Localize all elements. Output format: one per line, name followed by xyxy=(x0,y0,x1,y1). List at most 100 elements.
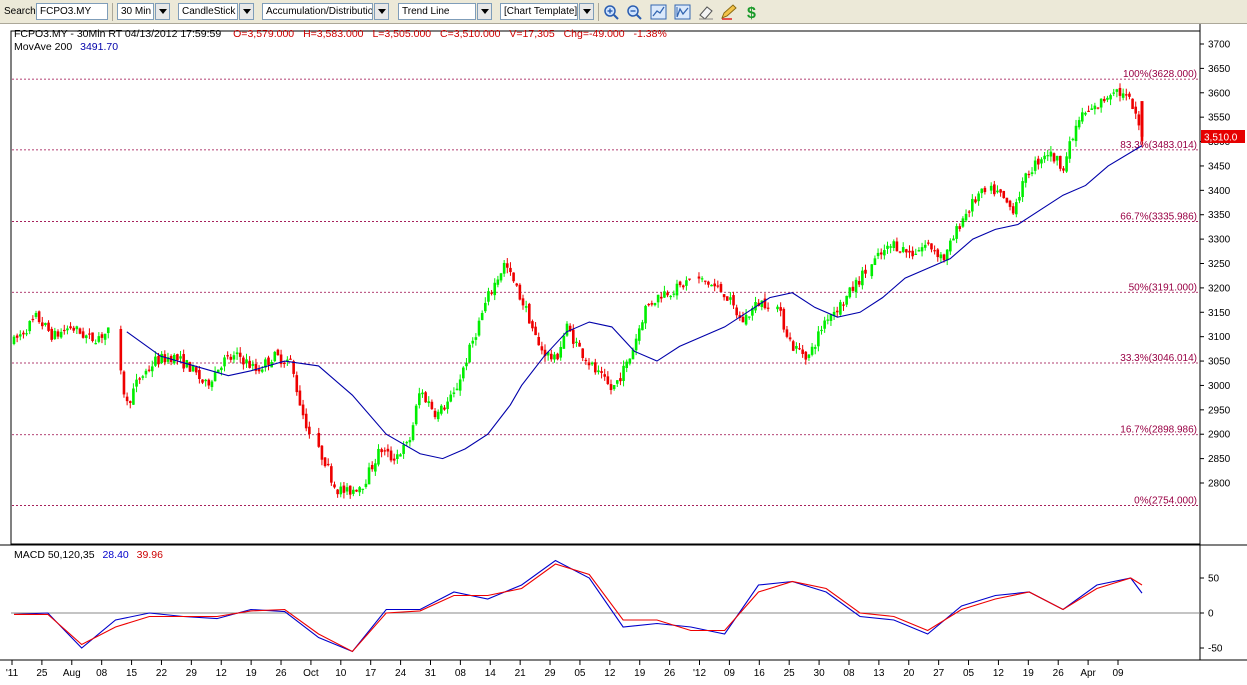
candle-body xyxy=(835,310,839,313)
candle-body xyxy=(527,303,531,324)
indicator-select[interactable]: Accumulation/Distributior xyxy=(262,3,373,20)
candle-body xyxy=(352,489,355,494)
candlestick-series xyxy=(12,83,1144,499)
candle-body xyxy=(851,286,855,291)
candle-body xyxy=(245,359,248,364)
candle-body xyxy=(650,303,654,305)
candle-body xyxy=(88,333,91,335)
candle-body xyxy=(72,327,75,331)
candle-body xyxy=(223,357,226,367)
candle-body xyxy=(248,360,251,368)
candle-body xyxy=(433,410,437,418)
candle-body xyxy=(506,263,509,268)
time-tick-label: 30 xyxy=(814,668,826,679)
candle-body xyxy=(135,379,138,387)
candle-body xyxy=(949,240,952,252)
chart-style-dropdown-icon[interactable] xyxy=(239,3,254,20)
price-chart[interactable]: 100%(3628.000) 83.3%(3483.014) 66.7%(3335.… xyxy=(0,24,1247,685)
candle-body xyxy=(685,280,688,286)
candle-body xyxy=(78,328,82,334)
drawing-tool-select[interactable]: Trend Line xyxy=(398,3,476,20)
candle-body xyxy=(326,463,330,466)
fib-level-label: 0%(2754.000) xyxy=(1134,495,1197,506)
candle-body xyxy=(399,454,402,457)
candle-body xyxy=(927,242,930,244)
indicator-dropdown-icon[interactable] xyxy=(374,3,389,20)
candle-body xyxy=(163,354,167,363)
candle-body xyxy=(813,347,817,349)
drawing-tool-dropdown-icon[interactable] xyxy=(477,3,492,20)
candle-body xyxy=(154,356,157,366)
candle-body xyxy=(157,355,160,365)
time-tick-label: 19 xyxy=(1023,668,1035,679)
candle-body xyxy=(559,346,563,358)
candle-body xyxy=(56,331,60,337)
time-tick-label: 24 xyxy=(395,668,407,679)
candle-body xyxy=(22,332,25,335)
candle-body xyxy=(361,488,365,490)
candle-body xyxy=(273,351,277,362)
symbol-input[interactable]: FCPO3.MY xyxy=(36,3,108,20)
candle-body xyxy=(408,440,412,443)
dollar-icon[interactable]: $ xyxy=(743,4,760,20)
candle-body xyxy=(766,307,770,309)
interval-dropdown-icon[interactable] xyxy=(155,3,170,20)
candle-body xyxy=(845,295,848,305)
candle-body xyxy=(540,346,544,351)
interval-select[interactable]: 30 Min xyxy=(117,3,154,20)
candle-body xyxy=(1084,112,1087,115)
candle-body xyxy=(1018,197,1021,201)
candle-body xyxy=(971,198,974,212)
candle-body xyxy=(204,379,207,382)
chart-toolbar: Search FCPO3.MY 30 Min CandleStick Accum… xyxy=(0,0,1247,24)
candle-body xyxy=(1055,155,1059,161)
candle-body xyxy=(499,273,503,281)
candle-body xyxy=(669,295,672,298)
candle-body xyxy=(1112,92,1116,94)
candle-body xyxy=(848,287,852,298)
candle-body xyxy=(641,322,644,331)
candle-body xyxy=(930,243,933,250)
candle-body xyxy=(883,250,886,256)
zoom-out-icon[interactable] xyxy=(626,4,643,20)
candle-body xyxy=(763,298,767,309)
price-tick-label: 2850 xyxy=(1208,454,1231,465)
candle-body xyxy=(977,193,980,202)
candle-body xyxy=(50,328,54,340)
pencil-icon[interactable] xyxy=(720,4,737,20)
candle-body xyxy=(1121,93,1125,98)
candle-body xyxy=(471,340,475,344)
chart-fit-icon[interactable] xyxy=(650,4,667,20)
chart-template-select[interactable]: [Chart Template] xyxy=(500,3,578,20)
eraser-icon[interactable] xyxy=(697,4,714,20)
candle-body xyxy=(735,307,738,316)
candle-body xyxy=(418,393,421,406)
candle-body xyxy=(933,250,936,252)
chart-template-dropdown-icon[interactable] xyxy=(579,3,594,20)
candle-body xyxy=(615,380,619,384)
zoom-in-icon[interactable] xyxy=(603,4,620,20)
candle-body xyxy=(1134,106,1138,114)
candle-body xyxy=(578,342,581,347)
candle-body xyxy=(1024,173,1028,183)
candle-body xyxy=(91,332,94,342)
candle-body xyxy=(1093,105,1097,110)
candle-body xyxy=(672,293,676,295)
candle-body xyxy=(18,334,22,337)
candle-body xyxy=(386,448,390,452)
candle-body xyxy=(817,331,820,347)
chart-style-select[interactable]: CandleStick xyxy=(178,3,238,20)
candle-body xyxy=(355,489,358,492)
candle-body xyxy=(414,405,418,425)
candle-body xyxy=(455,388,459,391)
candle-body xyxy=(1015,202,1018,215)
chart-scale-icon[interactable] xyxy=(674,4,691,20)
candle-body xyxy=(747,316,751,318)
time-tick-label: 20 xyxy=(903,668,915,679)
macd-value: 28.40 xyxy=(102,549,128,561)
candle-body xyxy=(980,188,984,194)
time-tick-label: 26 xyxy=(275,668,287,679)
candle-body xyxy=(864,269,867,274)
candle-body xyxy=(389,450,393,461)
candle-body xyxy=(964,213,968,221)
